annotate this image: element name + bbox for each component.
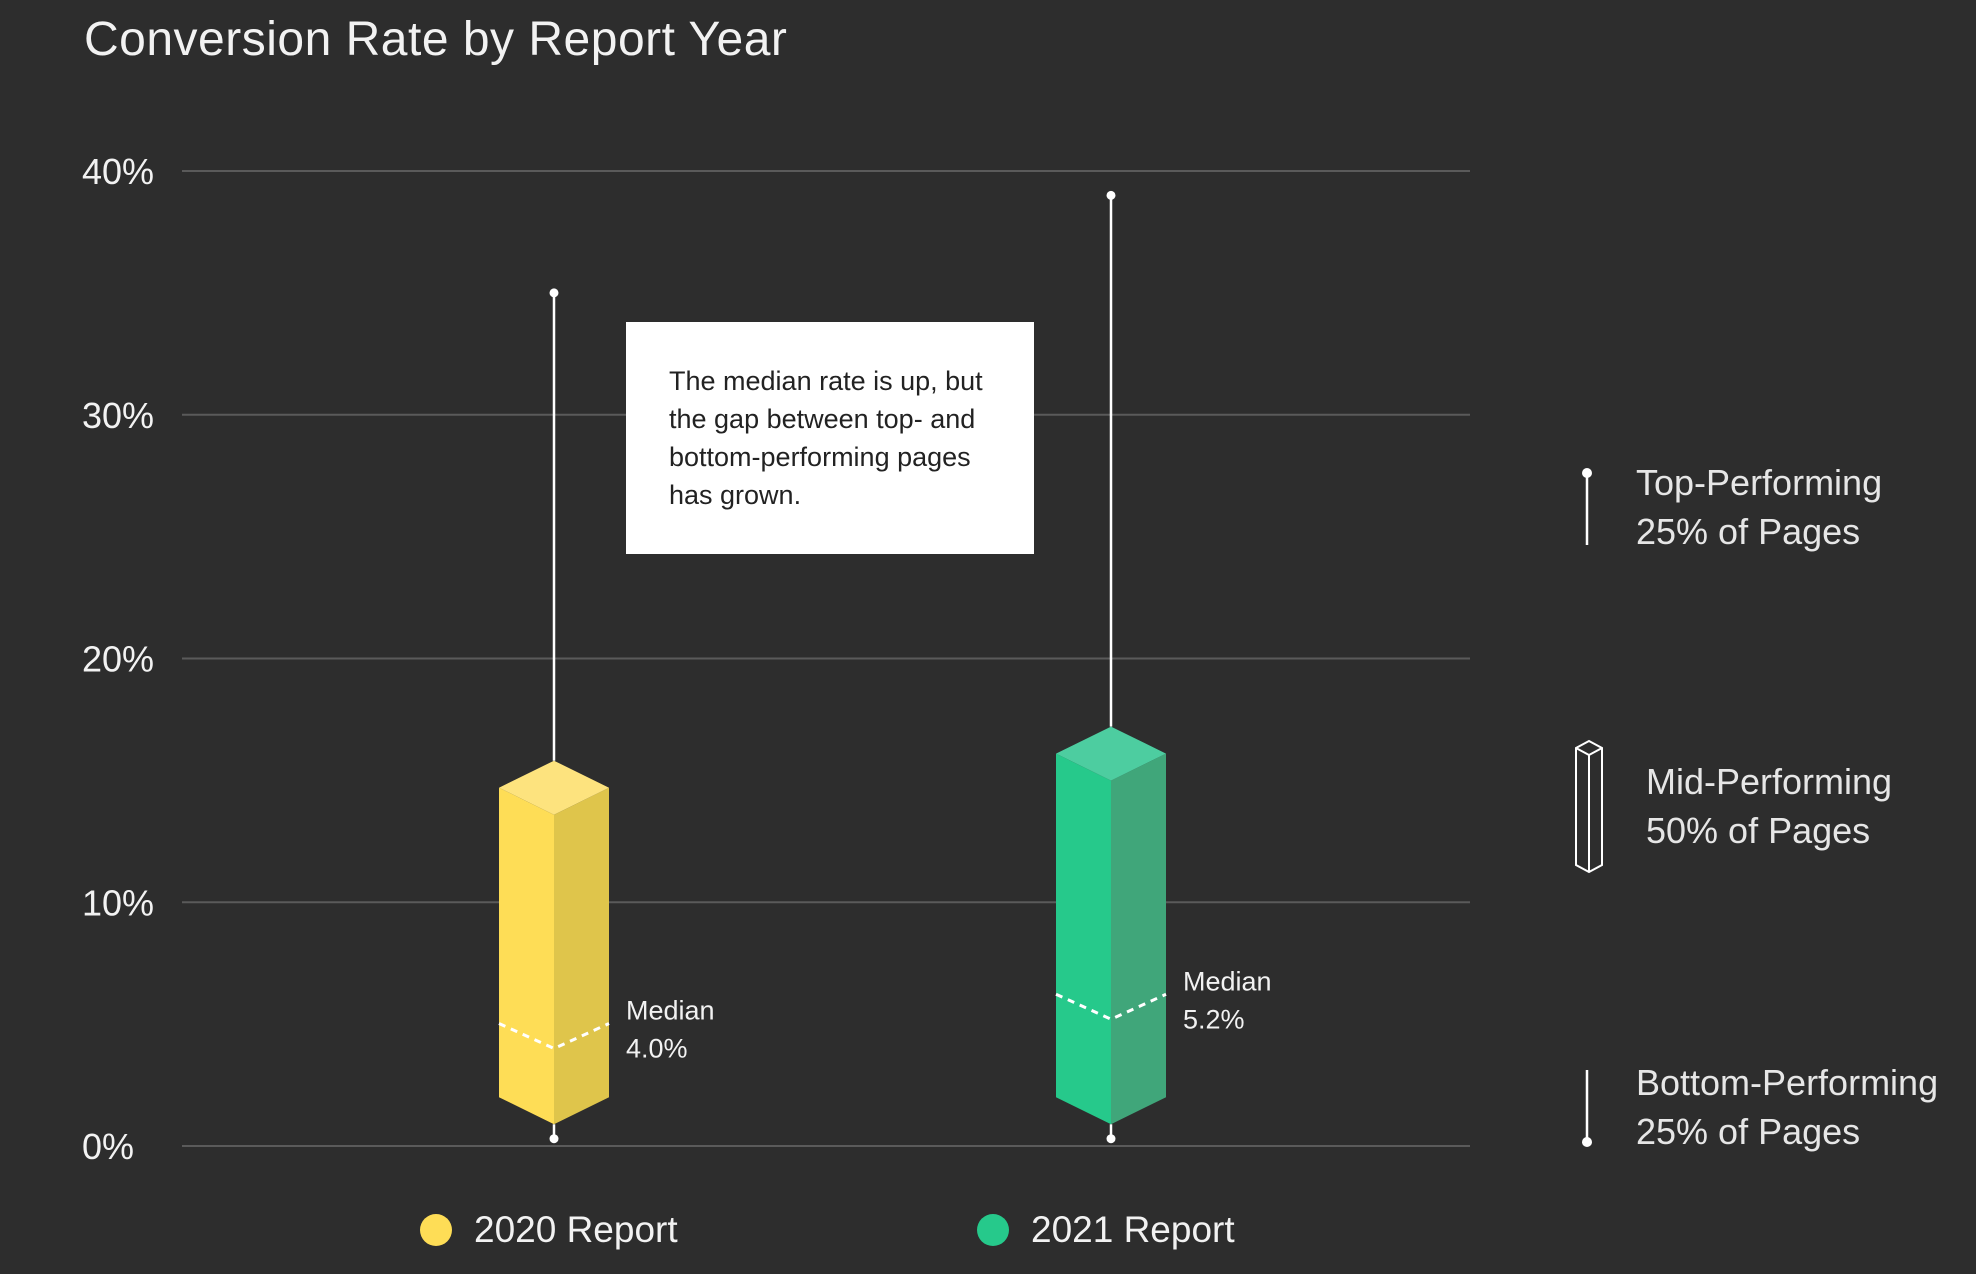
side-legend-mid-line2: 50% of Pages xyxy=(1646,810,1871,851)
side-legend-top-line1: Top-Performing xyxy=(1636,462,1883,503)
legend-label-2020: 2020 Report xyxy=(474,1209,678,1250)
median-label: Median xyxy=(626,996,715,1026)
median-value: 4.0% xyxy=(626,1034,688,1064)
legend-item-2021: 2021 Report xyxy=(977,1209,1235,1251)
box-left-face xyxy=(499,787,554,1125)
side-legend-bottom-line2: 25% of Pages xyxy=(1636,1111,1861,1152)
y-tick-label: 20% xyxy=(82,639,154,680)
box-2020-report: Median 4.0% xyxy=(498,288,715,1144)
box-right-face xyxy=(1111,753,1166,1125)
min-point xyxy=(1106,1134,1116,1144)
y-tick-label: 0% xyxy=(82,1126,134,1167)
legend-swatch-2021 xyxy=(977,1214,1009,1246)
legend-swatch-2020 xyxy=(420,1214,452,1246)
side-legend-mid: Mid-Performing 50% of Pages xyxy=(1646,757,1892,855)
whisker-bottom-icon xyxy=(1582,1070,1592,1147)
side-legend-bottom: Bottom-Performing 25% of Pages xyxy=(1636,1058,1938,1156)
y-tick-label: 10% xyxy=(82,882,154,923)
y-axis-ticks: 0% 10% 20% 30% 40% xyxy=(82,151,154,1167)
y-tick-label: 30% xyxy=(82,395,154,436)
max-point xyxy=(1106,190,1116,200)
median-value: 5.2% xyxy=(1183,1004,1245,1034)
annotation-text: The median rate is up, but the gap betwe… xyxy=(669,366,983,510)
whisker-top-icon xyxy=(1582,468,1592,545)
box-2021-report: Median 5.2% xyxy=(1055,190,1272,1144)
legend-item-2020: 2020 Report xyxy=(420,1209,678,1251)
side-legend-top: Top-Performing 25% of Pages xyxy=(1636,458,1882,556)
box-series: Median 4.0% Median 5.2% xyxy=(498,190,1272,1144)
box-icon xyxy=(1575,739,1603,874)
legend-label-2021: 2021 Report xyxy=(1031,1209,1235,1250)
side-legend-bottom-line1: Bottom-Performing xyxy=(1636,1062,1939,1103)
side-legend-top-line2: 25% of Pages xyxy=(1636,511,1861,552)
gridlines xyxy=(182,170,1470,1147)
y-tick-label: 40% xyxy=(82,151,154,192)
max-point xyxy=(549,288,559,298)
box-top-face xyxy=(1056,726,1166,781)
min-point xyxy=(549,1134,559,1144)
chart-title: Conversion Rate by Report Year xyxy=(84,13,788,66)
box-top-face xyxy=(499,760,609,815)
box-right-face xyxy=(554,787,609,1125)
side-legend-mid-line1: Mid-Performing xyxy=(1646,761,1893,802)
median-label: Median xyxy=(1183,966,1272,996)
box-left-face xyxy=(1056,753,1111,1125)
annotation-callout: The median rate is up, but the gap betwe… xyxy=(626,322,1034,554)
